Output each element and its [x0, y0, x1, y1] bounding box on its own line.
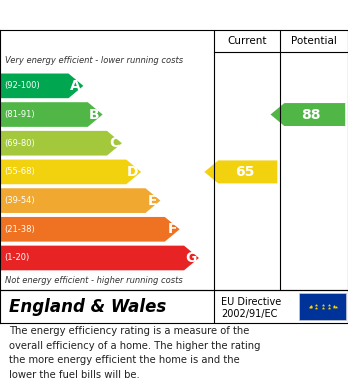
Polygon shape: [0, 74, 84, 98]
Text: (92-100): (92-100): [4, 81, 40, 90]
Text: D: D: [127, 165, 139, 179]
Polygon shape: [0, 246, 199, 270]
Text: The energy efficiency rating is a measure of the
overall efficiency of a home. T: The energy efficiency rating is a measur…: [9, 326, 260, 380]
Polygon shape: [0, 160, 141, 184]
Text: (69-80): (69-80): [4, 139, 35, 148]
Polygon shape: [0, 188, 160, 213]
Text: EU Directive: EU Directive: [221, 296, 281, 307]
Polygon shape: [270, 103, 345, 126]
Text: 88: 88: [302, 108, 321, 122]
Text: C: C: [109, 136, 119, 150]
Text: E: E: [148, 194, 158, 208]
Polygon shape: [0, 217, 180, 242]
Text: (21-38): (21-38): [4, 225, 35, 234]
Text: Energy Efficiency Rating: Energy Efficiency Rating: [9, 7, 230, 23]
Text: 65: 65: [235, 165, 254, 179]
Text: F: F: [167, 222, 177, 236]
Polygon shape: [204, 160, 277, 183]
Text: Very energy efficient - lower running costs: Very energy efficient - lower running co…: [5, 56, 183, 65]
Text: (39-54): (39-54): [4, 196, 35, 205]
Text: G: G: [185, 251, 196, 265]
Text: England & Wales: England & Wales: [9, 298, 166, 316]
Text: (1-20): (1-20): [4, 253, 30, 262]
Polygon shape: [0, 131, 122, 156]
Text: (81-91): (81-91): [4, 110, 35, 119]
Text: Not energy efficient - higher running costs: Not energy efficient - higher running co…: [5, 276, 183, 285]
Text: A: A: [70, 79, 81, 93]
Polygon shape: [0, 102, 103, 127]
Text: 2002/91/EC: 2002/91/EC: [221, 309, 277, 319]
Text: Potential: Potential: [291, 36, 337, 46]
FancyBboxPatch shape: [299, 293, 346, 320]
Text: Current: Current: [227, 36, 267, 46]
Text: (55-68): (55-68): [4, 167, 35, 176]
Text: B: B: [89, 108, 100, 122]
